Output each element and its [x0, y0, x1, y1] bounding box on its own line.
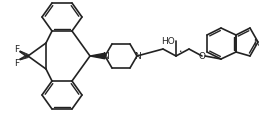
Text: N: N — [102, 52, 108, 61]
Text: F: F — [14, 44, 19, 53]
Polygon shape — [90, 54, 105, 59]
Text: F: F — [14, 58, 19, 67]
Text: N: N — [134, 52, 140, 61]
Text: O: O — [198, 52, 205, 61]
Text: •: • — [178, 49, 182, 54]
Text: N: N — [254, 38, 259, 47]
Text: HO: HO — [161, 37, 175, 46]
